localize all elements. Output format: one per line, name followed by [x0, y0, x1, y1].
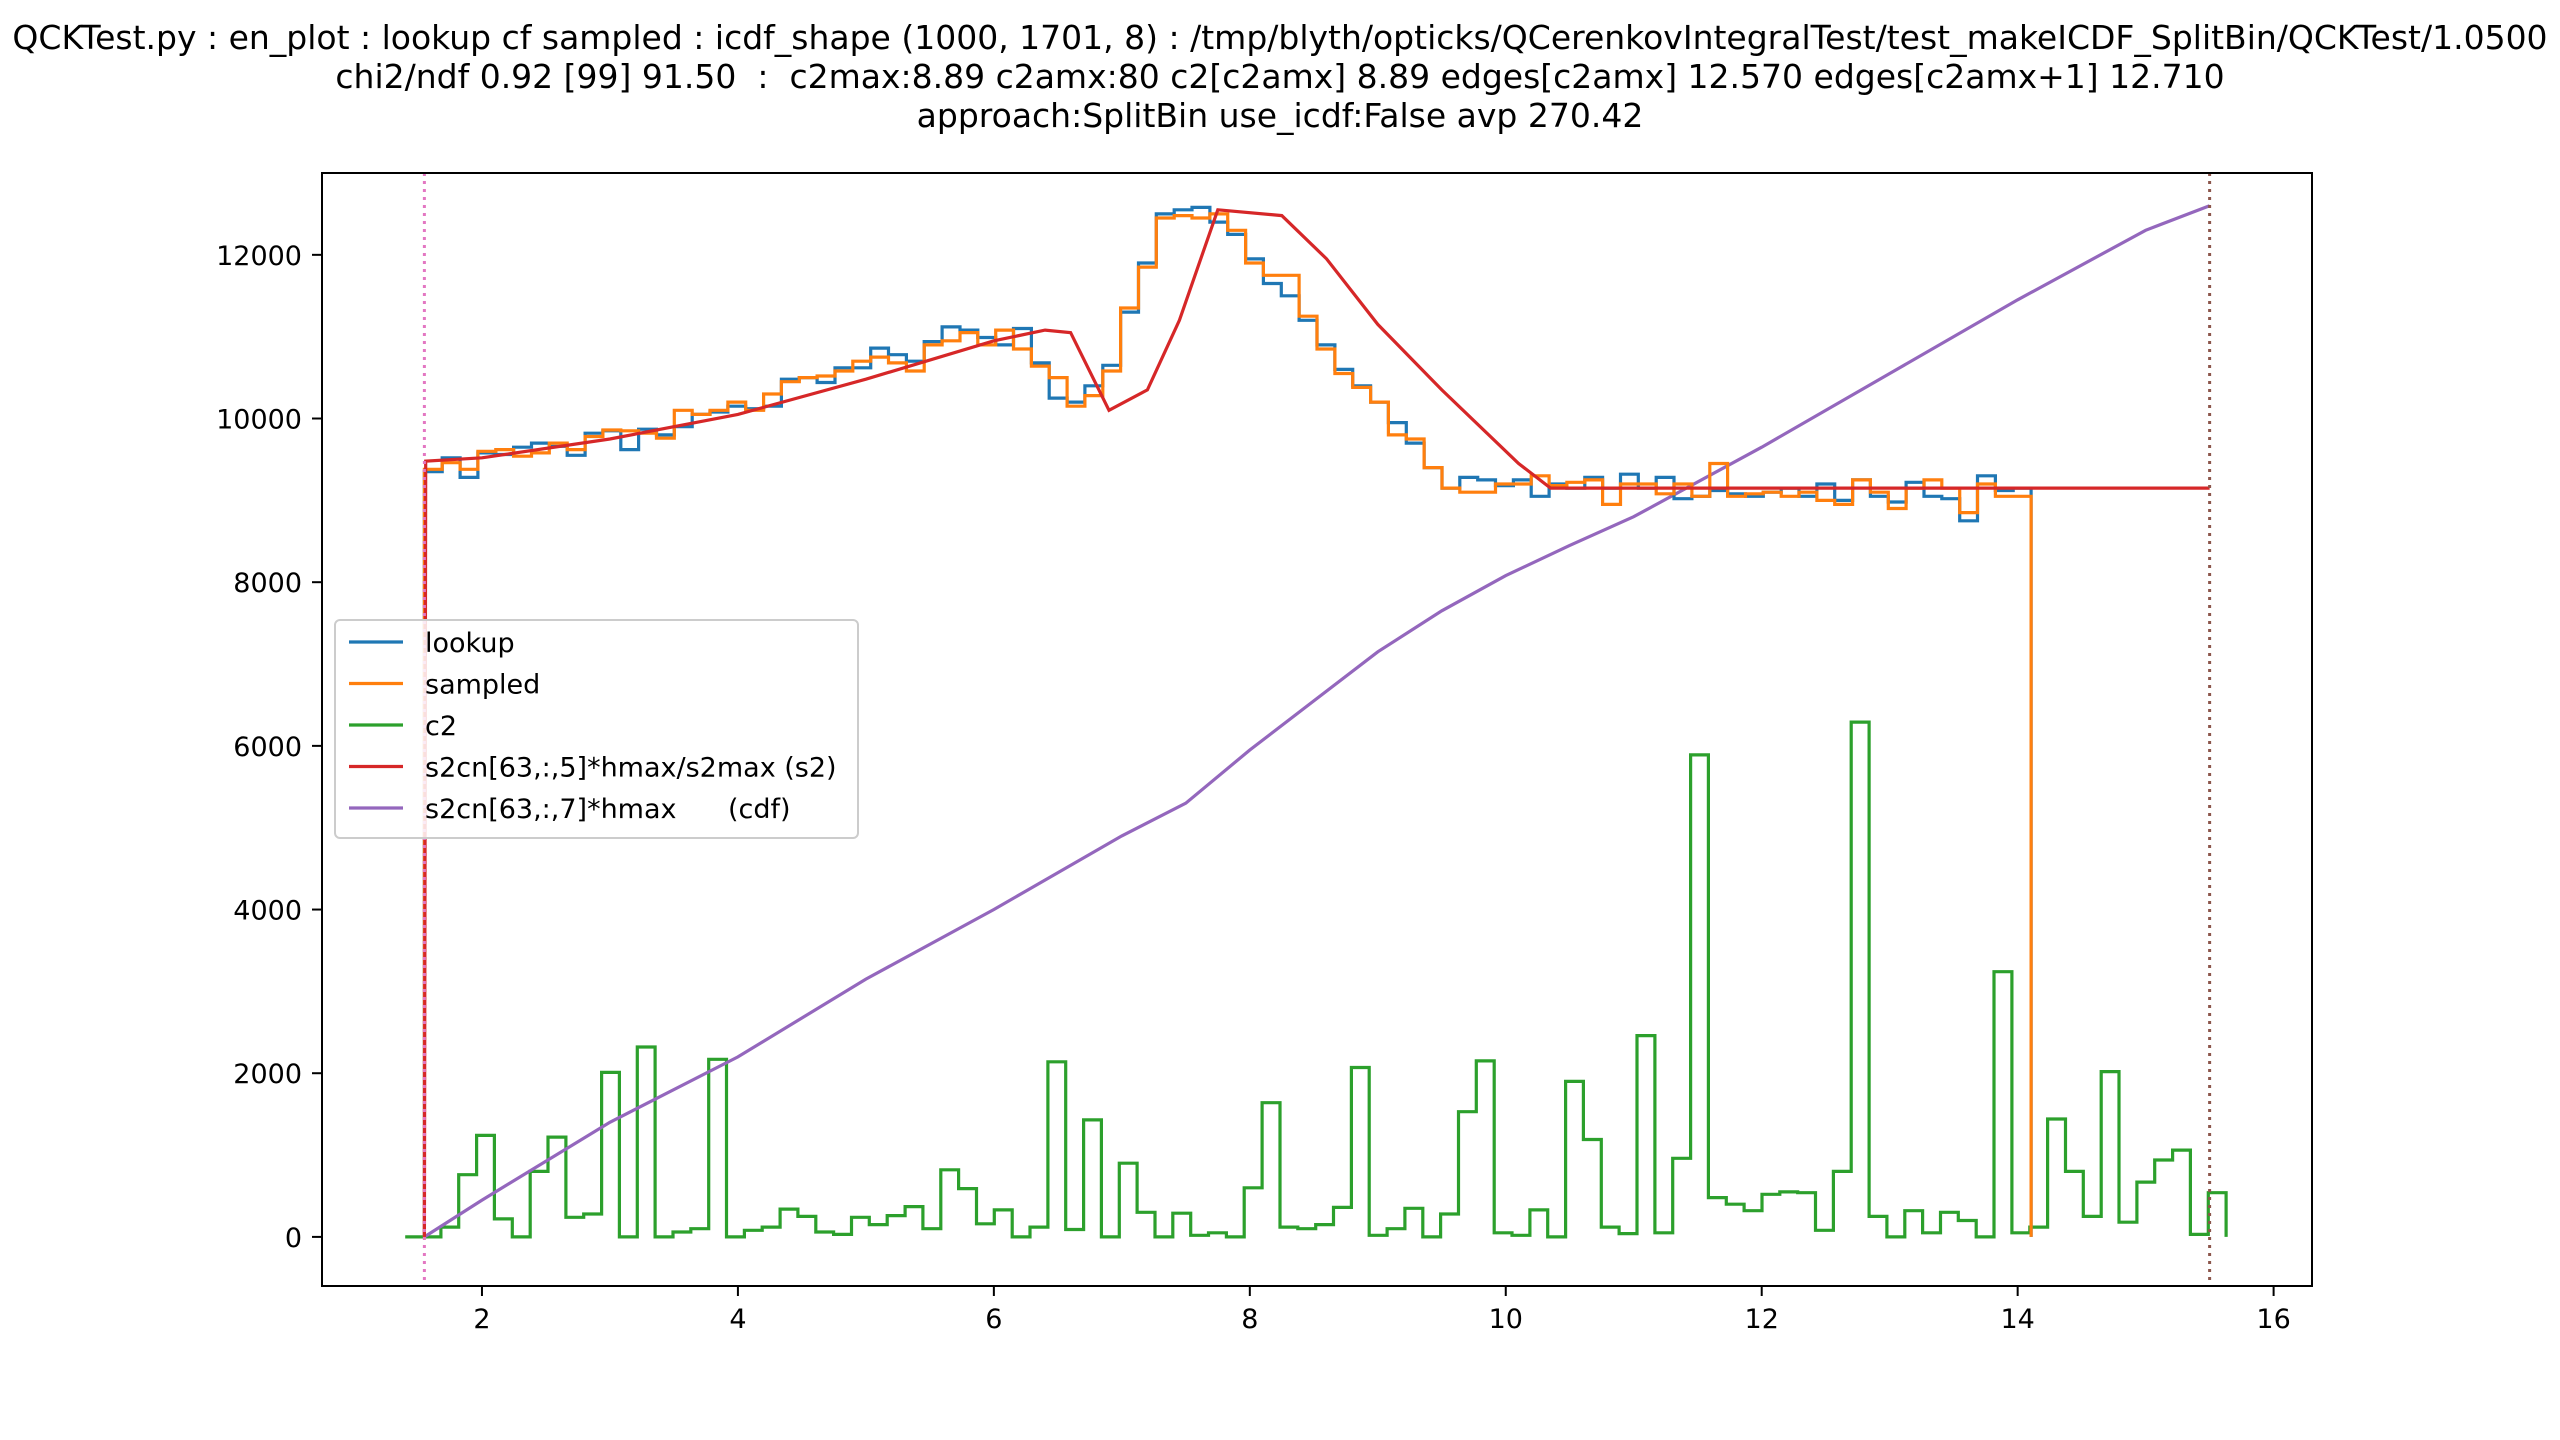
y-tick-label: 2000 [233, 1059, 302, 1090]
y-tick-label: 0 [285, 1223, 302, 1254]
x-tick-label: 4 [729, 1304, 746, 1335]
plot-frame [321, 172, 2313, 1287]
chart-title-line-2: chi2/ndf 0.92 [99] 91.50 : c2max:8.89 c2… [335, 57, 2225, 96]
x-tick-label: 14 [2000, 1304, 2034, 1335]
x-tick-label: 2 [473, 1304, 490, 1335]
legend-label-sampled: sampled [425, 670, 540, 701]
x-tick-label: 6 [985, 1304, 1002, 1335]
y-tick-label: 4000 [233, 896, 302, 927]
series-s2-line [422, 208, 2210, 1237]
axes-layer: 2 4 6 8 10 12 14 16 0 2000 4000 6000 8000 10000 12000 [216, 172, 2313, 1335]
x-tick-label: 10 [1489, 1304, 1523, 1335]
series-c2-line [405, 720, 2228, 1239]
x-tick-label: 8 [1241, 1304, 1258, 1335]
y-tick-label: 6000 [233, 732, 302, 763]
y-tick-label: 8000 [233, 568, 302, 599]
y-tick-label: 12000 [216, 241, 302, 272]
legend-label-c2: c2 [425, 711, 457, 742]
series-cdf-line [423, 204, 2211, 1239]
series-layer [405, 173, 2228, 1286]
series-sampled-line [422, 212, 2033, 1237]
legend-box [334, 619, 859, 839]
chart-title-block: QCKTest.py : en_plot : lookup cf sampled… [0, 18, 2560, 135]
legend: lookup sampled c2 s2cn[63,:,5]*hmax/s2max (… [334, 619, 859, 839]
y-tick-label: 10000 [216, 405, 302, 436]
x-tick-label: 12 [1745, 1304, 1779, 1335]
chart-title-line-1: QCKTest.py : en_plot : lookup cf sampled… [12, 18, 2548, 57]
x-tick-label: 16 [2256, 1304, 2290, 1335]
legend-label-s2: s2cn[63,:,5]*hmax/s2max (s2) [425, 753, 837, 784]
legend-label-cdf: s2cn[63,:,7]*hmax (cdf) [425, 794, 791, 825]
chart-title-line-3: approach:SplitBin use_icdf:False avp 270… [916, 96, 1644, 135]
legend-label-lookup: lookup [425, 628, 515, 659]
